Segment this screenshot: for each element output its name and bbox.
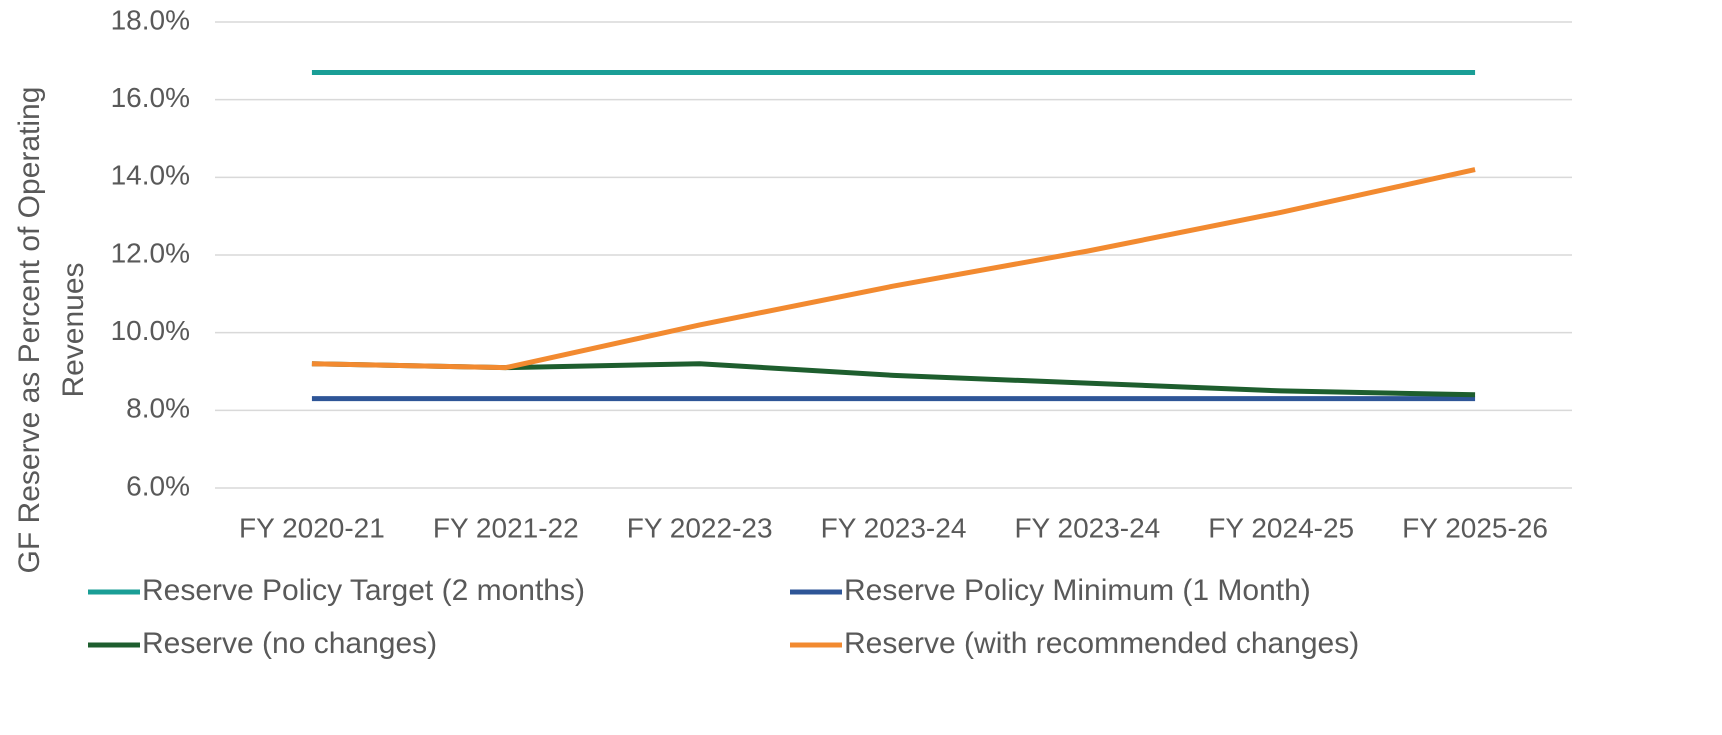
series-line	[311, 167, 1476, 371]
legend-label: Reserve Policy Target (2 months)	[142, 574, 585, 607]
y-tick-label: 6.0%	[126, 470, 190, 501]
y-tick-label: 18.0%	[111, 4, 190, 35]
x-tick-label: FY 2023-24	[821, 512, 967, 543]
legend-label: Reserve Policy Minimum (1 Month)	[844, 574, 1311, 607]
y-tick-label: 16.0%	[111, 82, 190, 113]
y-tick-label: 8.0%	[126, 393, 190, 424]
legend-label: Reserve (no changes)	[142, 627, 437, 660]
y-tick-label: 14.0%	[111, 160, 190, 191]
x-tick-label: FY 2024-25	[1208, 512, 1354, 543]
x-tick-label: FY 2022-23	[627, 512, 773, 543]
y-axis-label: GF Reserve as Percent of Operating Reven…	[13, 86, 90, 574]
y-tick-label: 12.0%	[111, 237, 190, 268]
y-tick-label: 10.0%	[111, 315, 190, 346]
x-tick-label: FY 2021-22	[433, 512, 579, 543]
x-tick-label: FY 2020-21	[239, 512, 385, 543]
x-tick-label: FY 2023-24	[1014, 512, 1160, 543]
x-tick-label: FY 2025-26	[1402, 512, 1548, 543]
legend-label: Reserve (with recommended changes)	[844, 627, 1359, 660]
